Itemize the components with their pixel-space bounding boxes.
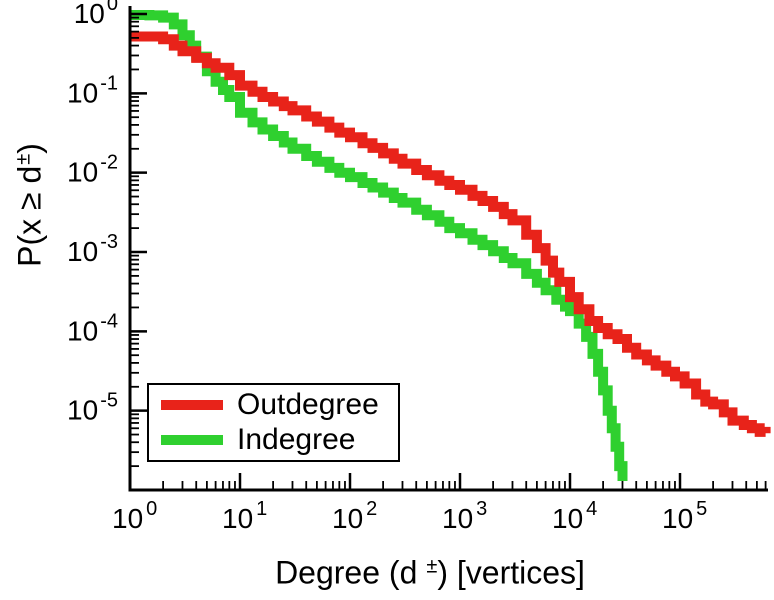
legend: Outdegree Indegree <box>147 383 400 462</box>
x-axis-label-pre: Degree (d <box>275 554 418 591</box>
svg-text:10-5: 10 -5 <box>67 390 118 426</box>
svg-text:100: 10 0 <box>112 498 157 534</box>
y-axis-label-superscript: ± <box>12 153 35 165</box>
x-axis-label-superscript: ± <box>426 555 438 578</box>
svg-text:104: 10 4 <box>552 498 597 534</box>
legend-label-outdegree: Outdegree <box>237 388 379 421</box>
legend-item-indegree: Indegree <box>161 425 398 455</box>
svg-text:102: 10 2 <box>332 498 377 534</box>
svg-text:10-2: 10 -2 <box>67 152 118 188</box>
svg-text:10-4: 10 -4 <box>67 310 118 346</box>
svg-text:105: 10 5 <box>662 498 707 534</box>
svg-text:10-1: 10 -1 <box>67 72 118 108</box>
x-axis-label-post: ) [vertices] <box>437 554 585 591</box>
y-axis-label-pre: P(x ≥ d <box>11 165 48 267</box>
svg-text:10-3: 10 -3 <box>67 231 118 267</box>
legend-item-outdegree: Outdegree <box>161 390 398 420</box>
svg-text:103: 10 3 <box>442 498 487 534</box>
legend-label-indegree: Indegree <box>237 423 356 456</box>
y-axis-label: P(x ≥ d±) <box>12 143 49 267</box>
y-axis-label-post: ) <box>11 143 48 154</box>
indegree-line-swatch <box>161 435 223 445</box>
outdegree-line-swatch <box>161 400 223 410</box>
x-axis-label: Degree (d ±) [vertices] <box>275 555 585 592</box>
svg-text:101: 10 1 <box>222 498 267 534</box>
svg-text:100: 10 0 <box>74 0 118 29</box>
